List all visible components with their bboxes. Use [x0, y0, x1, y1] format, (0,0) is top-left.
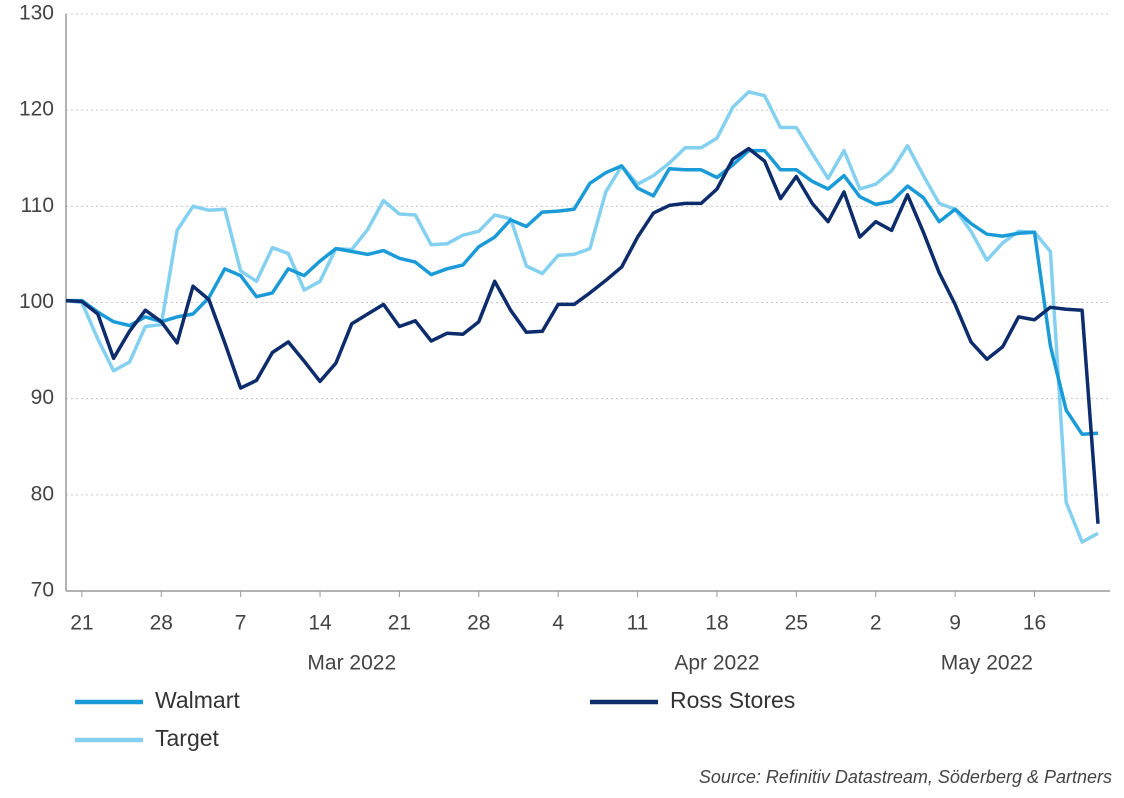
- x-tick-label: 4: [552, 612, 564, 635]
- legend-label: Ross Stores: [670, 687, 795, 713]
- legend-label: Target: [155, 725, 220, 751]
- x-tick-label: 14: [308, 612, 332, 635]
- x-tick-label: 11: [627, 612, 649, 635]
- series-line: [65, 146, 1100, 524]
- y-tick-label: 130: [19, 2, 54, 25]
- x-tick-label: 28: [467, 612, 490, 635]
- month-label: Apr 2022: [674, 652, 759, 675]
- month-label: Mar 2022: [307, 652, 396, 675]
- x-tick-label: 7: [235, 612, 247, 635]
- y-tick-label: 70: [31, 579, 54, 602]
- y-tick-label: 110: [21, 194, 54, 217]
- series-line: [66, 148, 1099, 436]
- y-tick-label: 120: [19, 98, 54, 121]
- legend-label: Walmart: [155, 687, 240, 713]
- y-tick-label: 100: [19, 290, 54, 313]
- source: Source: Refinitiv Datastream, Söderberg …: [699, 767, 1112, 787]
- month-label: May 2022: [941, 652, 1033, 675]
- x-tick-label: 21: [70, 612, 93, 635]
- x-tick-label: 18: [705, 612, 728, 635]
- series-line: [65, 90, 1099, 544]
- y-tick-label: 80: [31, 482, 54, 505]
- x-tick-label: 9: [949, 612, 961, 635]
- x-tick-label: 16: [1023, 612, 1046, 635]
- y-tick-label: 90: [31, 386, 54, 409]
- x-tick-label: 21: [388, 612, 411, 635]
- x-tick-label: 2: [870, 612, 882, 635]
- x-tick-label: 28: [150, 612, 173, 635]
- x-tick-label: 25: [785, 612, 808, 635]
